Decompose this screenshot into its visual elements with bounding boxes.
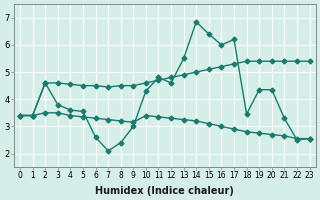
- X-axis label: Humidex (Indice chaleur): Humidex (Indice chaleur): [95, 186, 234, 196]
